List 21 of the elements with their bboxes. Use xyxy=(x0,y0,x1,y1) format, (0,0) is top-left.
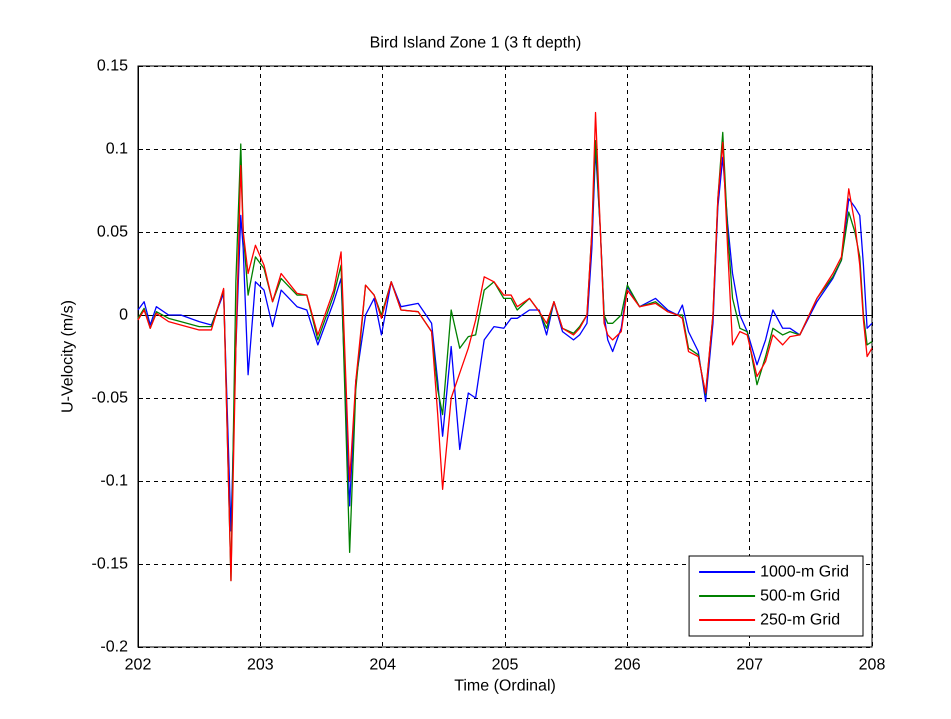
y-axis-title: U-Velocity (m/s) xyxy=(60,300,76,413)
y-tick-label: -0.2 xyxy=(100,638,128,656)
y-tick-label: -0.05 xyxy=(92,390,128,406)
x-axis-title: Time (Ordinal) xyxy=(454,677,556,694)
y-tick-label: 0.15 xyxy=(96,58,128,74)
chart-title: Bird Island Zone 1 (3 ft depth) xyxy=(370,34,582,52)
y-tick-label: 0.05 xyxy=(96,224,128,240)
x-tick-label: 202 xyxy=(124,656,152,674)
y-tick-label: 0 xyxy=(119,306,128,324)
y-tick-label: 0.1 xyxy=(106,140,128,158)
y-tick-label: -0.1 xyxy=(100,472,128,490)
x-tick-label: 206 xyxy=(614,656,641,674)
x-tick-label: 208 xyxy=(858,656,886,674)
x-tick-label: 207 xyxy=(736,656,764,674)
x-tick-label: 203 xyxy=(246,656,274,674)
y-tick-label: -0.15 xyxy=(92,556,128,572)
legend-label: 500-m Grid xyxy=(760,588,840,604)
x-tick-label: 204 xyxy=(369,656,396,674)
x-tick-label: 205 xyxy=(492,656,518,674)
legend-label: 250-m Grid xyxy=(760,612,840,628)
legend-label: 1000-m Grid xyxy=(760,564,849,580)
